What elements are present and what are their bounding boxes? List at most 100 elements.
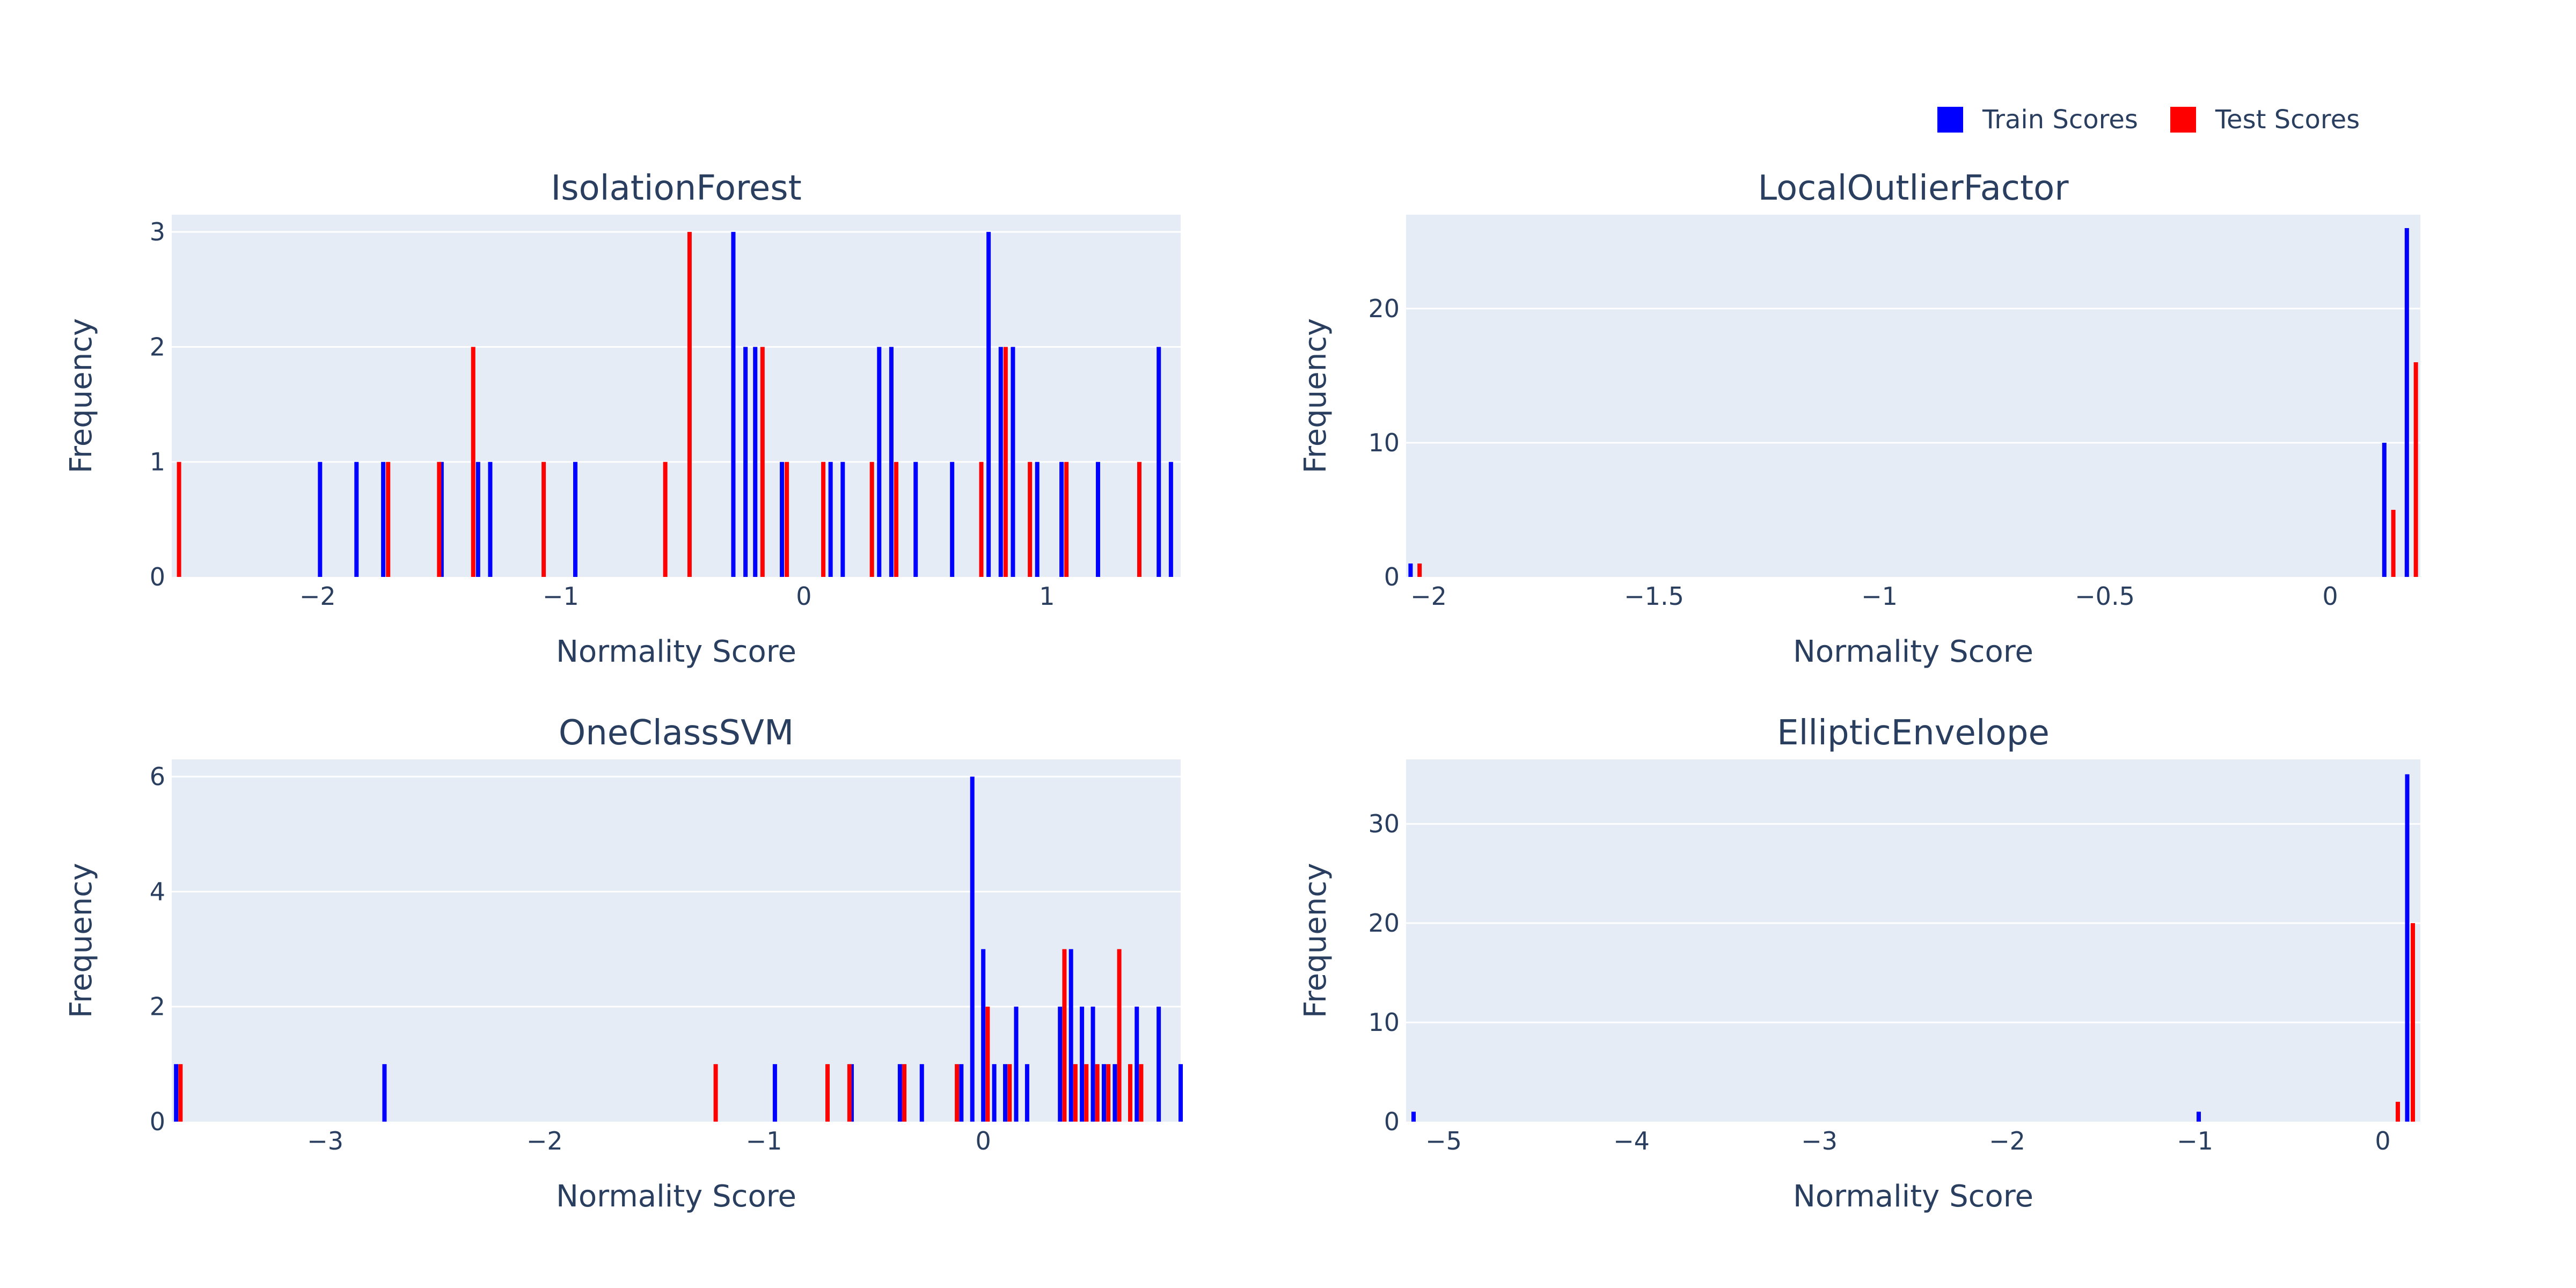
train-bar bbox=[1080, 1006, 1085, 1122]
train-bar bbox=[780, 462, 785, 577]
y-tick-label: 20 bbox=[1368, 294, 1400, 323]
x-tick-label: 0 bbox=[2375, 1126, 2390, 1155]
x-tick-label: −2 bbox=[1989, 1126, 2025, 1155]
train-bar bbox=[919, 1064, 924, 1122]
test-bar bbox=[1028, 462, 1033, 577]
x-axis-title: Normality Score bbox=[556, 1179, 796, 1214]
subplot-3: 0 10 20 30 −5 −4 −3 −2 −1 0 EllipticEnvelope Normal… bbox=[1298, 713, 2420, 1214]
subplot-title: LocalOutlierFactor bbox=[1758, 169, 2069, 208]
y-tick-label: 0 bbox=[150, 1107, 165, 1136]
x-axis-title: Normality Score bbox=[1793, 634, 2033, 669]
train-bar bbox=[2197, 1111, 2201, 1122]
y-axis-title: Frequency bbox=[1298, 318, 1333, 473]
test-bar bbox=[471, 347, 475, 577]
test-bar bbox=[2413, 362, 2418, 577]
train-bar bbox=[959, 1064, 964, 1122]
train-bar bbox=[1168, 462, 1173, 577]
train-bar bbox=[439, 462, 444, 577]
train-bar bbox=[1035, 462, 1040, 577]
y-tick-label: 30 bbox=[1368, 809, 1400, 838]
test-bar bbox=[1064, 462, 1069, 577]
subplot-1: 0 10 20 −2 −1.5 −1 −0.5 0 LocalOutlierFactor Norm… bbox=[1298, 169, 2420, 669]
test-bar bbox=[1106, 1064, 1111, 1122]
train-bar bbox=[998, 347, 1003, 577]
test-bar bbox=[178, 1064, 183, 1122]
y-tick-label: 10 bbox=[1368, 428, 1400, 457]
test-bar bbox=[386, 462, 391, 577]
y-axis-title: Frequency bbox=[64, 863, 99, 1018]
test-bar bbox=[1137, 462, 1141, 577]
x-tick-label: −1 bbox=[1861, 582, 1898, 611]
train-bar bbox=[849, 1064, 854, 1122]
train-bar bbox=[573, 462, 577, 577]
x-axis-title: Normality Score bbox=[1793, 1179, 2033, 1214]
train-bar bbox=[475, 462, 480, 577]
y-tick-label: 1 bbox=[150, 448, 165, 477]
x-tick-label: 0 bbox=[796, 582, 811, 611]
x-tick-label: −2 bbox=[526, 1126, 563, 1155]
x-tick-label: −3 bbox=[307, 1126, 343, 1155]
y-tick-label: 6 bbox=[150, 762, 165, 791]
train-bar bbox=[318, 462, 323, 577]
train-bar bbox=[381, 462, 386, 577]
train-bar bbox=[1408, 564, 1413, 577]
train-bar bbox=[1179, 1064, 1183, 1122]
x-tick-label: 0 bbox=[976, 1126, 991, 1155]
test-bar bbox=[687, 232, 692, 577]
y-tick-label: 4 bbox=[150, 877, 165, 906]
train-bar bbox=[1157, 347, 1161, 577]
train-bar bbox=[1011, 347, 1015, 577]
test-bar bbox=[1128, 1064, 1132, 1122]
test-bar bbox=[979, 462, 984, 577]
test-bar bbox=[785, 462, 789, 577]
train-bar bbox=[913, 462, 918, 577]
y-tick-label: 2 bbox=[150, 332, 165, 361]
train-bar bbox=[889, 347, 894, 577]
y-axis-title: Frequency bbox=[1298, 863, 1333, 1018]
plot-area bbox=[1406, 215, 2420, 577]
x-tick-label: −0.5 bbox=[2075, 582, 2135, 611]
test-bar bbox=[1417, 564, 1422, 577]
test-bar bbox=[1007, 1064, 1012, 1122]
train-bar bbox=[1059, 462, 1064, 577]
test-bar bbox=[713, 1064, 718, 1122]
test-bar bbox=[955, 1064, 960, 1122]
train-bar bbox=[950, 462, 955, 577]
y-tick-label: 2 bbox=[150, 992, 165, 1021]
test-bar bbox=[1139, 1064, 1144, 1122]
y-tick-label: 20 bbox=[1368, 909, 1400, 938]
legend-item-test[interactable]: Test Scores bbox=[2170, 105, 2360, 135]
train-bar bbox=[897, 1064, 902, 1122]
train-bar bbox=[174, 1064, 179, 1122]
train-bar bbox=[1157, 1006, 1161, 1122]
x-tick-label: −1 bbox=[746, 1126, 782, 1155]
legend-item-train[interactable]: Train Scores bbox=[1937, 105, 2138, 135]
train-bar bbox=[986, 232, 991, 577]
train-bar bbox=[1003, 1064, 1008, 1122]
train-bar bbox=[382, 1064, 387, 1122]
y-tick-label: 10 bbox=[1368, 1008, 1400, 1037]
y-tick-label: 0 bbox=[1384, 1107, 1400, 1136]
test-bar bbox=[177, 462, 181, 577]
train-bar bbox=[981, 949, 986, 1122]
train-bar bbox=[1069, 949, 1073, 1122]
subplot-0: 0 1 2 3 −2 −1 0 1 IsolationForest Normality Score… bbox=[64, 169, 1181, 669]
y-tick-label: 0 bbox=[150, 562, 165, 591]
x-tick-label: −2 bbox=[1410, 582, 1447, 611]
test-bar bbox=[1003, 347, 1008, 577]
subplot-title: IsolationForest bbox=[551, 169, 801, 208]
test-bar bbox=[902, 1064, 907, 1122]
test-bar bbox=[985, 1006, 990, 1122]
train-bar bbox=[1101, 1064, 1106, 1122]
train-bar bbox=[1113, 1064, 1117, 1122]
legend-label-test: Test Scores bbox=[2215, 105, 2360, 135]
train-bar bbox=[488, 462, 493, 577]
train-bar bbox=[840, 462, 845, 577]
y-axis-title: Frequency bbox=[64, 318, 99, 473]
test-bar bbox=[1062, 949, 1067, 1122]
test-bar bbox=[869, 462, 874, 577]
train-bar bbox=[753, 347, 758, 577]
train-bar bbox=[743, 347, 748, 577]
subplot-2: 0 2 4 6 −3 −2 −1 0 OneClassSVM Normality Score Fre… bbox=[64, 713, 1183, 1214]
test-bar bbox=[1084, 1064, 1089, 1122]
